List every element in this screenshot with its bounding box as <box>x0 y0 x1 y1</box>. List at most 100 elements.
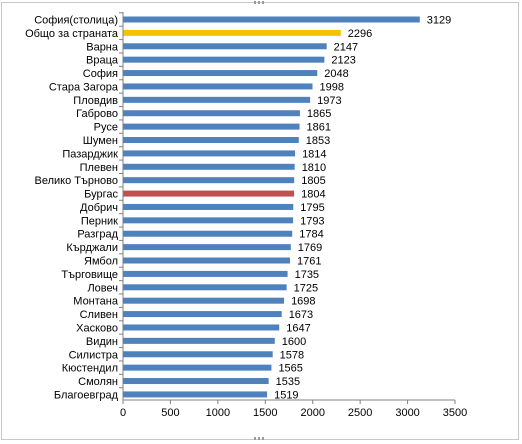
bar <box>123 29 341 36</box>
category-label: Разград <box>77 229 118 241</box>
category-label: Ловеч <box>87 282 118 294</box>
category-label: Смолян <box>78 376 118 388</box>
category-label: Бургас <box>84 189 118 201</box>
category-label: Кърджали <box>66 242 118 254</box>
resize-handle-bottom[interactable] <box>254 437 266 440</box>
bar <box>123 123 300 130</box>
x-tick-label: 1000 <box>206 407 230 419</box>
x-tick-label: 500 <box>161 407 179 419</box>
bar <box>123 203 294 210</box>
category-label: Общо за страната <box>25 28 119 40</box>
value-label: 1578 <box>280 349 304 361</box>
category-label: Пловдив <box>73 95 118 107</box>
value-label: 1769 <box>298 242 322 254</box>
category-label: Шумен <box>83 135 118 147</box>
bar <box>123 244 291 251</box>
value-label: 2147 <box>334 41 358 53</box>
value-label: 1761 <box>297 256 321 268</box>
bar <box>123 83 313 90</box>
value-label: 1725 <box>294 282 318 294</box>
category-label: Силистра <box>69 349 119 361</box>
category-label: Благоевград <box>54 389 119 401</box>
category-label: Търговище <box>61 269 118 281</box>
value-label: 1810 <box>302 162 326 174</box>
value-label: 1853 <box>306 135 330 147</box>
category-label: Добрич <box>80 202 118 214</box>
category-label: Враца <box>86 55 119 67</box>
value-label: 1647 <box>286 322 310 334</box>
bar <box>123 163 295 170</box>
category-label: София <box>83 68 118 80</box>
bar <box>123 137 299 144</box>
category-label: Габрово <box>76 108 118 120</box>
bar <box>123 150 296 157</box>
bar <box>123 391 268 398</box>
bar <box>123 324 280 331</box>
category-label: Русе <box>94 122 118 134</box>
bar <box>123 230 293 237</box>
category-label: Хасково <box>76 322 118 334</box>
value-label: 1565 <box>278 363 302 375</box>
category-label: Ямбол <box>84 256 118 268</box>
value-label: 1600 <box>282 336 306 348</box>
value-label: 1805 <box>301 175 325 187</box>
resize-handle-top[interactable] <box>254 1 266 4</box>
category-label: Кюстендил <box>62 363 118 375</box>
category-label: Варна <box>86 41 119 53</box>
bar <box>123 378 269 385</box>
bar <box>123 16 420 23</box>
category-label: Перник <box>81 215 118 227</box>
bar <box>123 311 282 318</box>
value-label: 1735 <box>295 269 319 281</box>
bar <box>123 110 300 117</box>
value-label: 2123 <box>331 55 355 67</box>
bar <box>123 297 285 304</box>
value-label: 1519 <box>274 389 298 401</box>
bar <box>123 270 288 277</box>
category-label: Велико Търново <box>34 175 118 187</box>
bar <box>123 284 287 291</box>
x-tick-label: 2500 <box>348 407 372 419</box>
category-label: София(столица) <box>34 15 118 27</box>
value-label: 1784 <box>299 229 323 241</box>
bar <box>123 351 273 358</box>
bars-group <box>123 16 420 398</box>
x-axis: 0 500 1000 1500 2000 2500 3000 3500 <box>119 12 467 419</box>
value-label: 1673 <box>289 309 313 321</box>
bar <box>123 70 318 77</box>
category-label: Пазарджик <box>62 148 118 160</box>
value-label: 2296 <box>348 28 372 40</box>
value-label: 1698 <box>291 296 315 308</box>
bar <box>123 177 295 184</box>
x-tick-label: 0 <box>120 407 126 419</box>
bar <box>123 217 294 224</box>
value-label: 1535 <box>276 376 300 388</box>
category-label: Видин <box>86 336 118 348</box>
x-tick-label: 3500 <box>443 407 467 419</box>
value-label: 1814 <box>302 148 326 160</box>
x-tick-label: 3000 <box>395 407 419 419</box>
value-label: 2048 <box>324 68 348 80</box>
value-label: 1861 <box>307 122 331 134</box>
bar <box>123 43 327 50</box>
bar <box>123 364 272 371</box>
category-label: Монтана <box>73 296 119 308</box>
category-label: Сливен <box>80 309 118 321</box>
bar <box>123 257 291 264</box>
value-label: 1795 <box>300 202 324 214</box>
x-tick-label: 1500 <box>253 407 277 419</box>
category-label: Стара Загора <box>49 81 119 93</box>
x-tick-label: 2000 <box>300 407 324 419</box>
bar <box>123 190 295 197</box>
value-label: 3129 <box>427 15 451 27</box>
value-label: 1973 <box>317 95 341 107</box>
bar <box>123 56 325 63</box>
value-label: 1793 <box>300 215 324 227</box>
value-label: 1998 <box>320 81 344 93</box>
bar <box>123 96 311 103</box>
bar <box>123 337 275 344</box>
value-label: 1804 <box>301 189 325 201</box>
